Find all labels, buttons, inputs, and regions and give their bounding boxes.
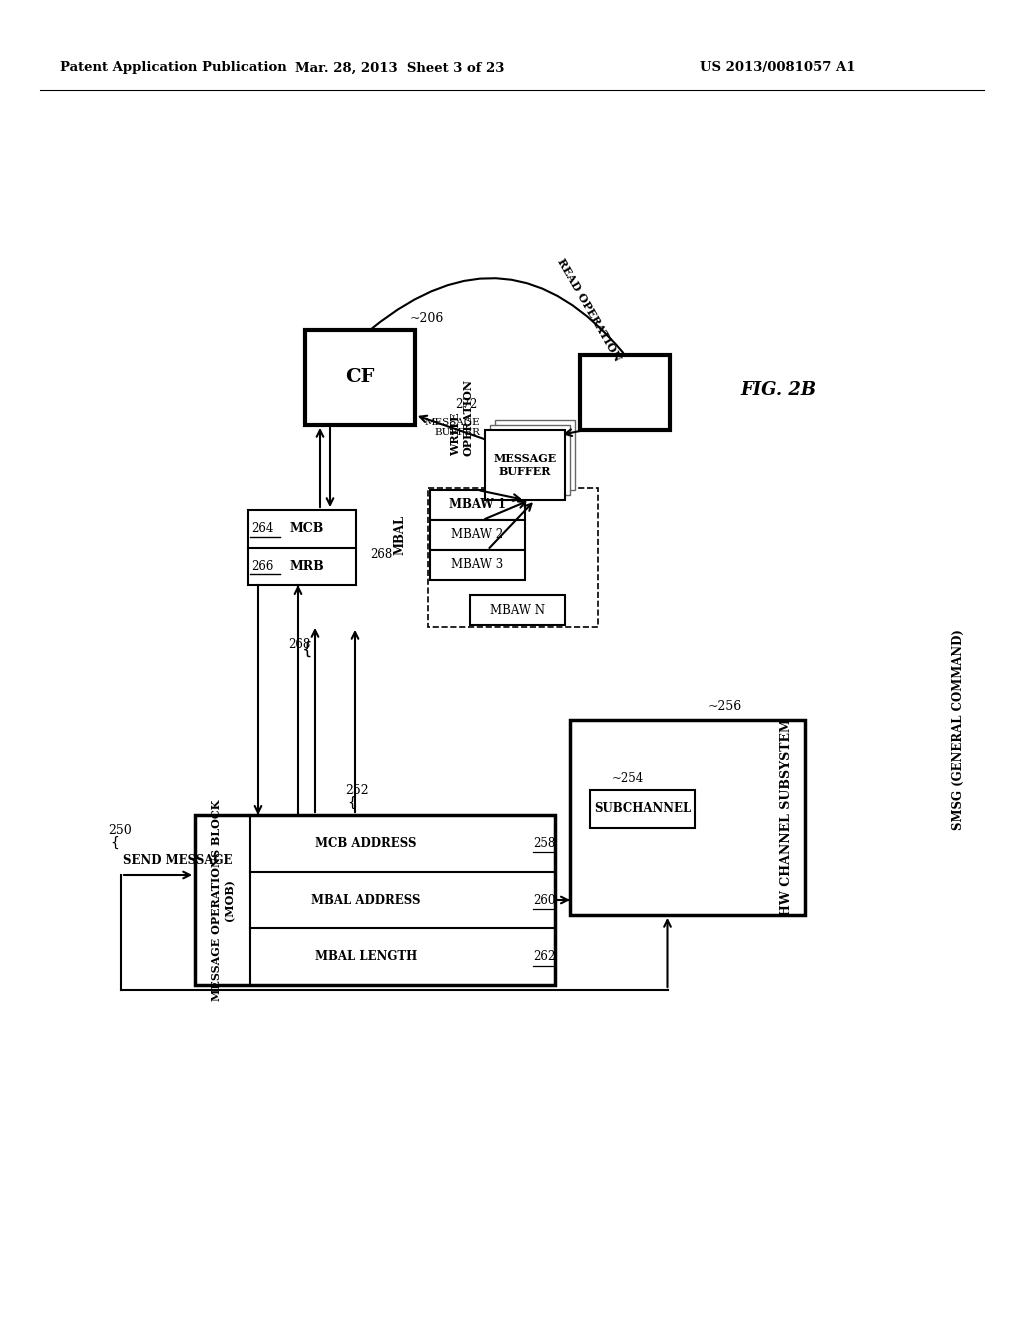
Text: MCB ADDRESS: MCB ADDRESS <box>315 837 417 850</box>
Bar <box>590 789 695 828</box>
Bar <box>195 814 555 985</box>
Text: 250: 250 <box>108 824 132 837</box>
Text: MBAW 3: MBAW 3 <box>452 558 504 572</box>
Text: {: { <box>347 796 356 810</box>
Text: MRB: MRB <box>290 560 325 573</box>
Text: MBAW N: MBAW N <box>490 603 545 616</box>
Text: US 2013/0081057 A1: US 2013/0081057 A1 <box>700 62 855 74</box>
Text: MBAL LENGTH: MBAL LENGTH <box>314 950 417 964</box>
Bar <box>428 488 598 627</box>
Bar <box>430 550 525 579</box>
Text: MCB: MCB <box>290 523 325 535</box>
Text: 272: 272 <box>455 399 477 412</box>
Text: HW CHANNEL SUBSYSTEM: HW CHANNEL SUBSYSTEM <box>780 718 794 916</box>
Bar <box>470 595 565 624</box>
Text: SUBCHANNEL: SUBCHANNEL <box>594 803 691 816</box>
Text: READ OPERATION: READ OPERATION <box>555 256 623 363</box>
Text: {: { <box>301 642 312 659</box>
Text: MBAW 2: MBAW 2 <box>452 528 504 541</box>
Bar <box>305 330 415 425</box>
Text: 268: 268 <box>288 639 310 652</box>
Text: 264: 264 <box>251 523 273 535</box>
Bar <box>570 719 805 915</box>
Text: 268: 268 <box>370 549 392 561</box>
Bar <box>430 490 525 520</box>
Bar <box>490 425 570 495</box>
Text: 262: 262 <box>534 950 555 964</box>
Bar <box>580 355 670 430</box>
Text: MBAL: MBAL <box>393 515 407 556</box>
Text: 260: 260 <box>534 894 555 907</box>
Bar <box>430 520 525 550</box>
Text: MBAL ADDRESS: MBAL ADDRESS <box>311 894 421 907</box>
Bar <box>248 510 356 585</box>
Text: 258: 258 <box>534 837 555 850</box>
Text: SEND MESSAGE: SEND MESSAGE <box>123 854 232 866</box>
Text: MBAW 1: MBAW 1 <box>450 499 506 511</box>
Text: Patent Application Publication: Patent Application Publication <box>60 62 287 74</box>
Text: ~206: ~206 <box>410 312 444 325</box>
Text: {: { <box>110 836 119 850</box>
FancyArrowPatch shape <box>372 279 624 352</box>
Text: 252: 252 <box>345 784 369 796</box>
Text: MESSAGE
BUFFER: MESSAGE BUFFER <box>424 418 480 437</box>
Text: ~256: ~256 <box>708 700 741 713</box>
Text: WRITE
OPERATION: WRITE OPERATION <box>450 380 474 457</box>
Bar <box>495 420 575 490</box>
Text: Mar. 28, 2013  Sheet 3 of 23: Mar. 28, 2013 Sheet 3 of 23 <box>295 62 505 74</box>
Text: 266: 266 <box>251 560 273 573</box>
Text: MESSAGE
BUFFER: MESSAGE BUFFER <box>494 453 557 478</box>
Text: CF: CF <box>345 368 375 387</box>
Bar <box>485 430 565 500</box>
Text: ~254: ~254 <box>611 771 644 784</box>
Text: MESSAGE OPERATIONS BLOCK
(MOB): MESSAGE OPERATIONS BLOCK (MOB) <box>211 800 236 1001</box>
Text: FIG. 2B: FIG. 2B <box>740 381 816 399</box>
Text: SMSG (GENERAL COMMAND): SMSG (GENERAL COMMAND) <box>951 630 965 830</box>
